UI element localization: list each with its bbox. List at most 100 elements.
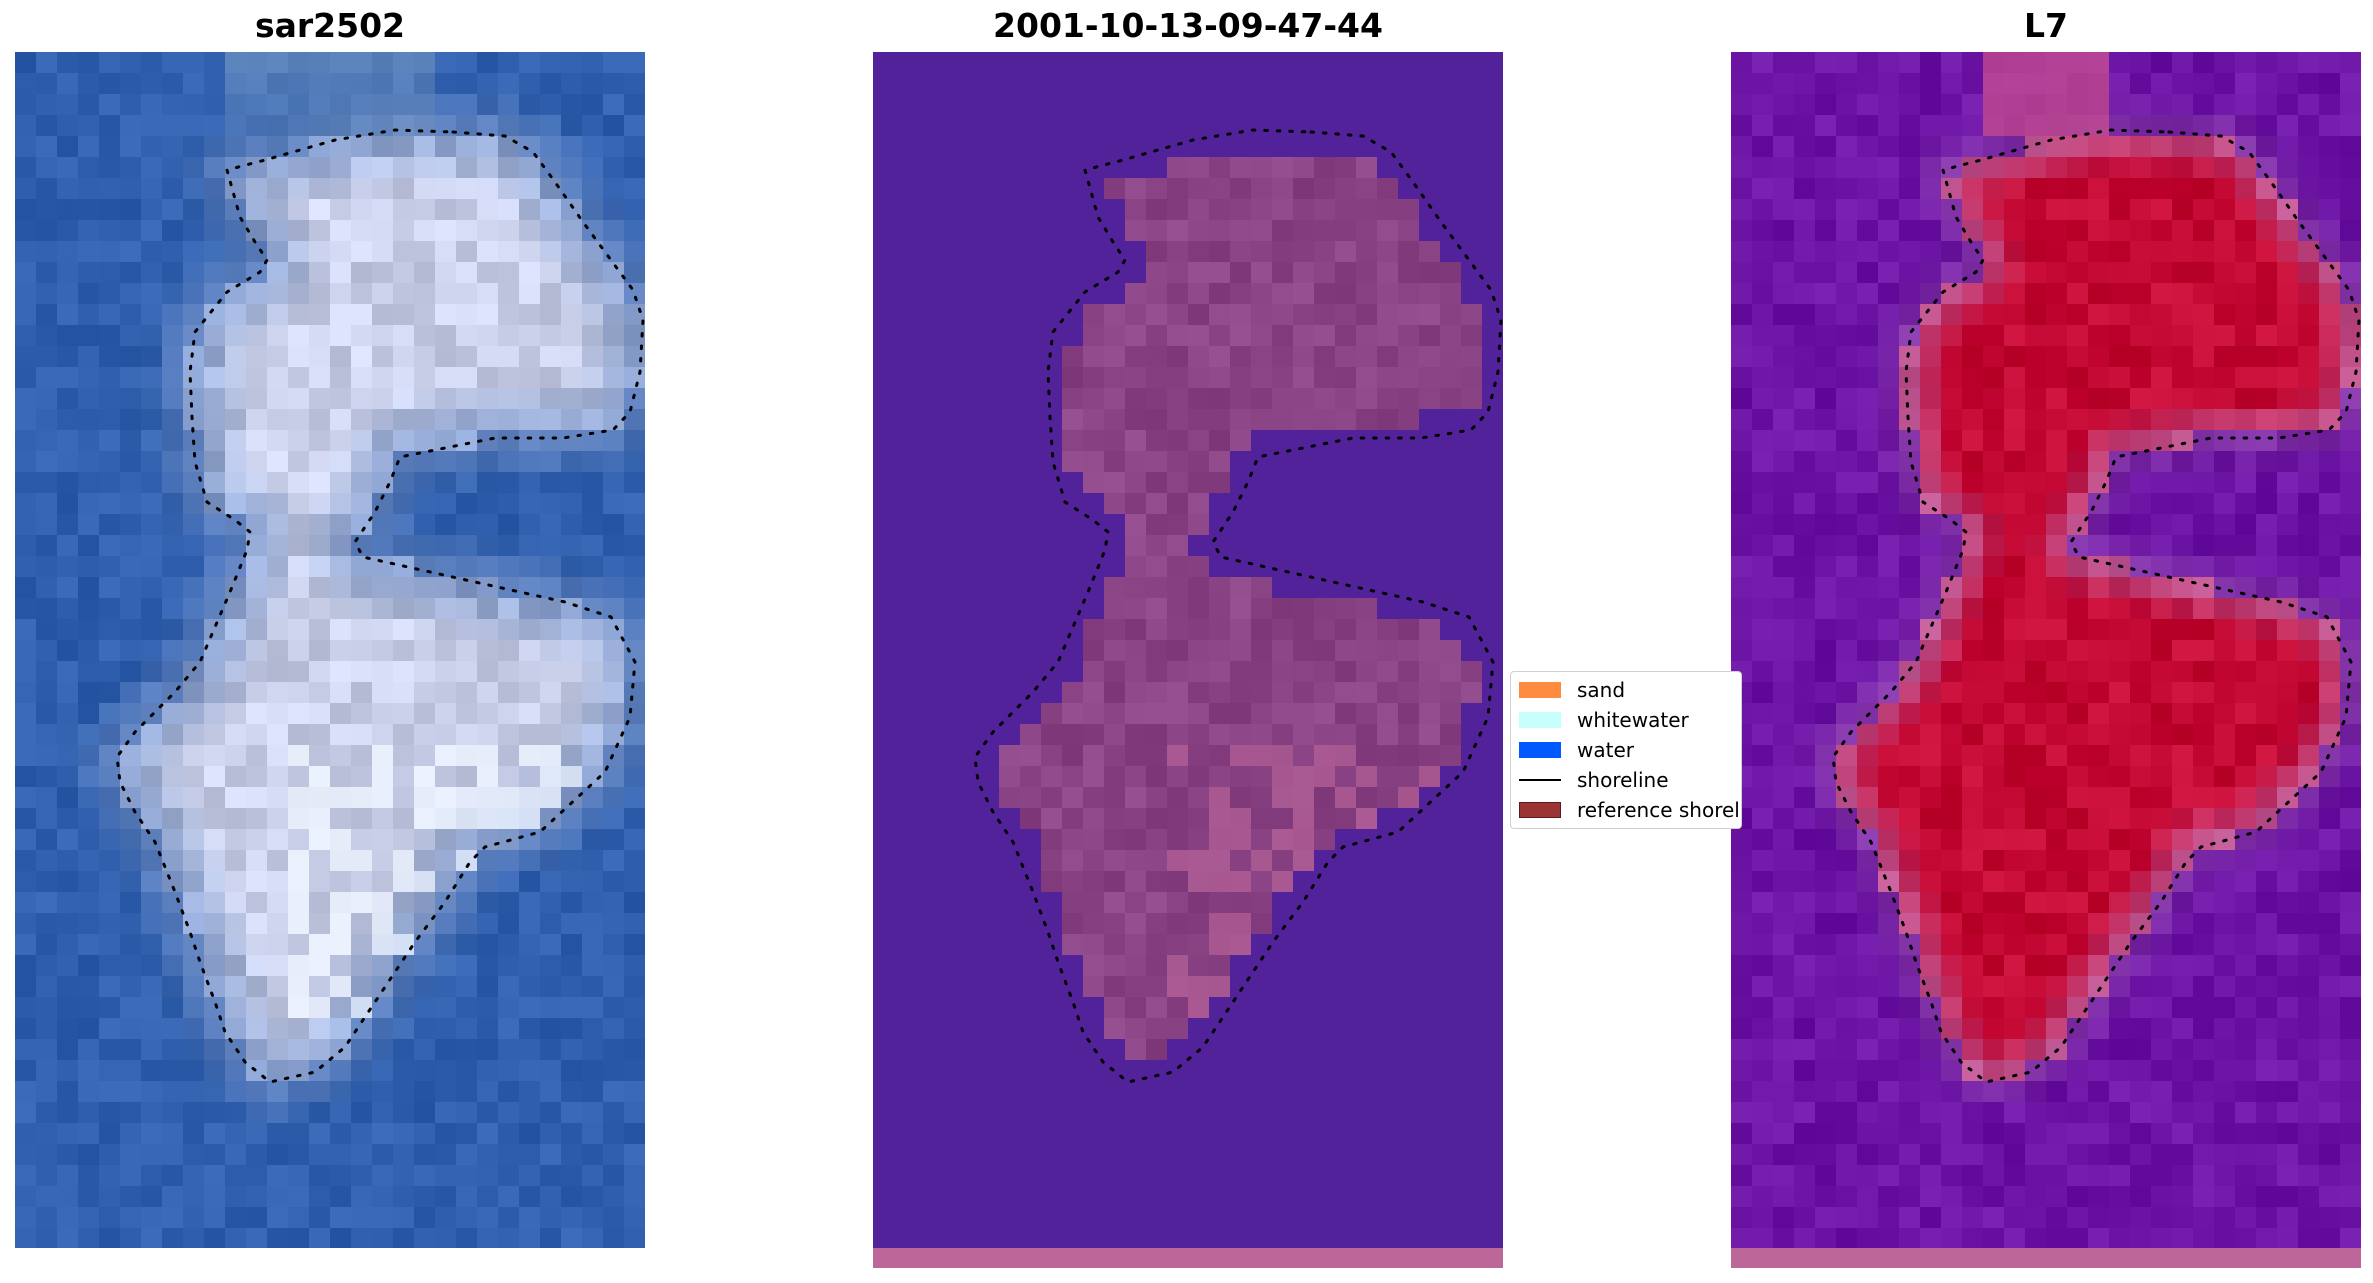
pixel-cell (78, 535, 100, 557)
pixel-cell (1731, 640, 1753, 662)
pixel-cell (1941, 1123, 1963, 1145)
pixel-cell (435, 850, 457, 872)
pixel-cell (978, 283, 1000, 305)
pixel-cell (1440, 1186, 1462, 1208)
pixel-cell (1167, 1060, 1189, 1082)
pixel-cell (2151, 115, 2173, 137)
pixel-cell (36, 367, 58, 389)
pixel-cell (36, 304, 58, 326)
pixel-cell (1983, 871, 2005, 893)
pixel-cell (2298, 220, 2320, 242)
pixel-cell (1167, 199, 1189, 221)
pixel-cell (204, 1102, 226, 1124)
pixel-cell (2004, 451, 2026, 473)
pixel-cell (1773, 892, 1795, 914)
pixel-cell (2298, 808, 2320, 830)
pixel-cell (1083, 787, 1105, 809)
pixel-cell (435, 52, 457, 74)
pixel-cell (204, 703, 226, 725)
pixel-cell (1293, 1207, 1315, 1229)
pixel-cell (2046, 871, 2068, 893)
pixel-cell (267, 1144, 289, 1166)
pixel-cell (1482, 157, 1503, 179)
pixel-cell (267, 157, 289, 179)
pixel-cell (2109, 934, 2131, 956)
pixel-cell (1314, 1144, 1336, 1166)
pixel-cell (15, 955, 37, 977)
pixel-cell (2046, 724, 2068, 746)
pixel-cell (1062, 472, 1084, 494)
pixel-cell (1440, 556, 1462, 578)
pixel-cell (393, 514, 415, 536)
pixel-cell (225, 136, 247, 158)
pixel-cell (1836, 934, 1858, 956)
pixel-cell (183, 619, 205, 641)
pixel-cell (1836, 493, 1858, 515)
pixel-cell (1899, 1018, 1921, 1040)
pixel-cell (1251, 1018, 1273, 1040)
pixel-cell (1146, 451, 1168, 473)
pixel-cell (36, 724, 58, 746)
pixel-cell (1752, 976, 1774, 998)
pixel-cell (120, 1102, 142, 1124)
pixel-cell (1146, 556, 1168, 578)
pixel-cell (1020, 997, 1042, 1019)
pixel-cell (1356, 892, 1378, 914)
pixel-cell (78, 724, 100, 746)
pixel-cell (1920, 829, 1942, 851)
pixel-cell (2235, 556, 2257, 578)
pixel-cell (1188, 808, 1210, 830)
pixel-cell (2298, 1060, 2320, 1082)
pixel-cell (978, 178, 1000, 200)
pixel-cell (162, 829, 184, 851)
pixel-cell (2109, 220, 2131, 242)
pixel-cell (1482, 430, 1503, 452)
pixel-cell (582, 997, 604, 1019)
pixel-cell (435, 1228, 457, 1248)
pixel-cell (1251, 115, 1273, 137)
pixel-cell (1125, 703, 1147, 725)
pixel-cell (1125, 997, 1147, 1019)
pixel-cell (1440, 262, 1462, 284)
pixel-cell (1878, 94, 1900, 116)
pixel-cell (2277, 304, 2299, 326)
pixel-cell (1398, 934, 1420, 956)
pixel-cell (414, 409, 436, 431)
pixel-cell (372, 157, 394, 179)
pixel-cell (1188, 619, 1210, 641)
pixel-cell (2319, 577, 2341, 599)
pixel-cell (330, 451, 352, 473)
pixel-cell (1419, 1060, 1441, 1082)
pixel-cell (1398, 325, 1420, 347)
pixel-cell (1461, 703, 1483, 725)
pixel-cell (393, 829, 415, 851)
pixel-cell (540, 52, 562, 74)
pixel-cell (141, 913, 163, 935)
pixel-cell (1356, 1018, 1378, 1040)
pixel-cell (2046, 976, 2068, 998)
pixel-cell (267, 115, 289, 137)
pixel-cell (372, 808, 394, 830)
pixel-cell (2214, 976, 2236, 998)
pixel-cell (1356, 367, 1378, 389)
pixel-cell (1314, 766, 1336, 788)
pixel-cell (309, 1123, 331, 1145)
pixel-cell (540, 724, 562, 746)
pixel-cell (1209, 262, 1231, 284)
pixel-cell (2004, 430, 2026, 452)
pixel-cell (1920, 73, 1942, 95)
pixel-cell (120, 472, 142, 494)
pixel-cell (309, 220, 331, 242)
pixel-cell (624, 178, 645, 200)
pixel-cell (1440, 325, 1462, 347)
pixel-cell (57, 745, 79, 767)
pixel-cell (1188, 1144, 1210, 1166)
pixel-cell (2214, 850, 2236, 872)
pixel-cell (561, 766, 583, 788)
pixel-cell (2046, 472, 2068, 494)
pixel-cell (414, 724, 436, 746)
pixel-cell (978, 472, 1000, 494)
pixel-cell (1962, 661, 1984, 683)
pixel-cell (498, 976, 520, 998)
pixel-cell (183, 829, 205, 851)
